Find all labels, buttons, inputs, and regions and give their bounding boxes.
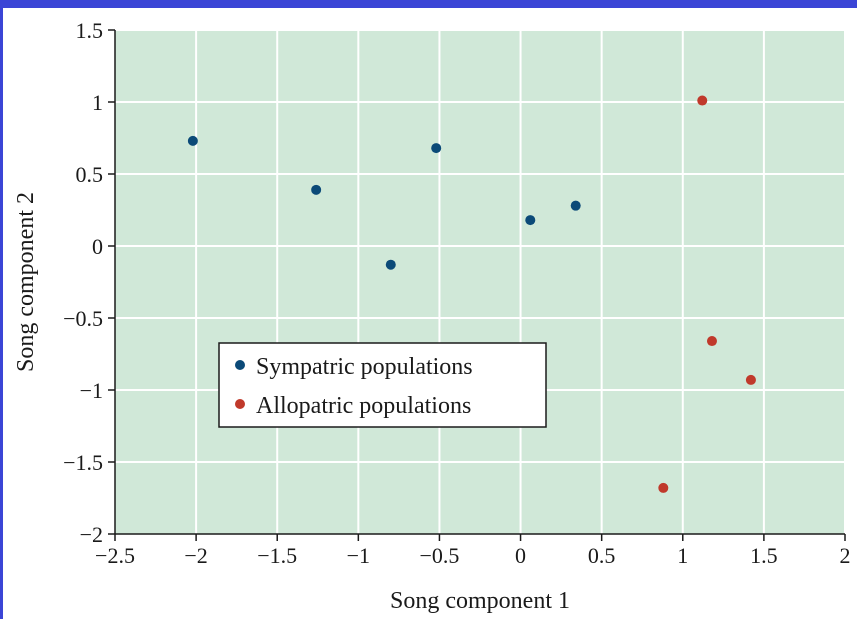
sympatric-point [525, 215, 536, 226]
x-tick-label: −1 [347, 543, 370, 568]
x-axis-title: Song component 1 [390, 588, 570, 614]
allopatric-point [697, 95, 708, 106]
allopatric-point [745, 374, 756, 385]
x-tick-label: 1.5 [750, 543, 778, 568]
legend-marker-allopatric [235, 399, 245, 409]
y-axis-ticks: −2 −1.5 −1 −0.5 0 0.5 1 1.5 [63, 18, 115, 547]
y-tick-label: −1.5 [63, 450, 103, 475]
sympatric-point [311, 184, 322, 195]
legend-box [218, 342, 547, 428]
legend-marker-sympatric [235, 360, 245, 370]
y-tick-label: −1 [80, 378, 103, 403]
data-points [187, 95, 756, 493]
plot-area [115, 30, 845, 534]
axes [114, 30, 845, 535]
x-tick-label: −2.5 [95, 543, 135, 568]
legend-label-sympatric: Sympatric populations [256, 354, 473, 380]
sympatric-point [187, 135, 198, 146]
y-tick-label: −2 [80, 522, 103, 547]
allopatric-point [706, 336, 717, 347]
legend-label-allopatric: Allopatric populations [256, 393, 471, 419]
x-axis-ticks: −2.5 −2 −1.5 −1 −0.5 0 0.5 1 1.5 2 [95, 534, 851, 568]
legend: Sympatric populations Allopatric populat… [218, 342, 547, 428]
x-tick-label: 1 [677, 543, 688, 568]
y-tick-label: 0 [92, 234, 103, 259]
allopatric-point [658, 482, 669, 493]
x-tick-label: −0.5 [419, 543, 459, 568]
y-tick-label: 1.5 [76, 18, 104, 43]
y-tick-label: −0.5 [63, 306, 103, 331]
x-tick-label: −1.5 [257, 543, 297, 568]
sympatric-point [431, 143, 442, 154]
y-tick-label: 1 [92, 90, 103, 115]
x-tick-label: 0 [515, 543, 526, 568]
sympatric-point [570, 200, 581, 211]
y-axis-title: Song component 2 [13, 192, 39, 372]
y-tick-label: 0.5 [76, 162, 104, 187]
sympatric-point [385, 259, 396, 270]
x-tick-label: 2 [840, 543, 851, 568]
x-tick-label: −2 [184, 543, 207, 568]
x-tick-label: 0.5 [588, 543, 616, 568]
